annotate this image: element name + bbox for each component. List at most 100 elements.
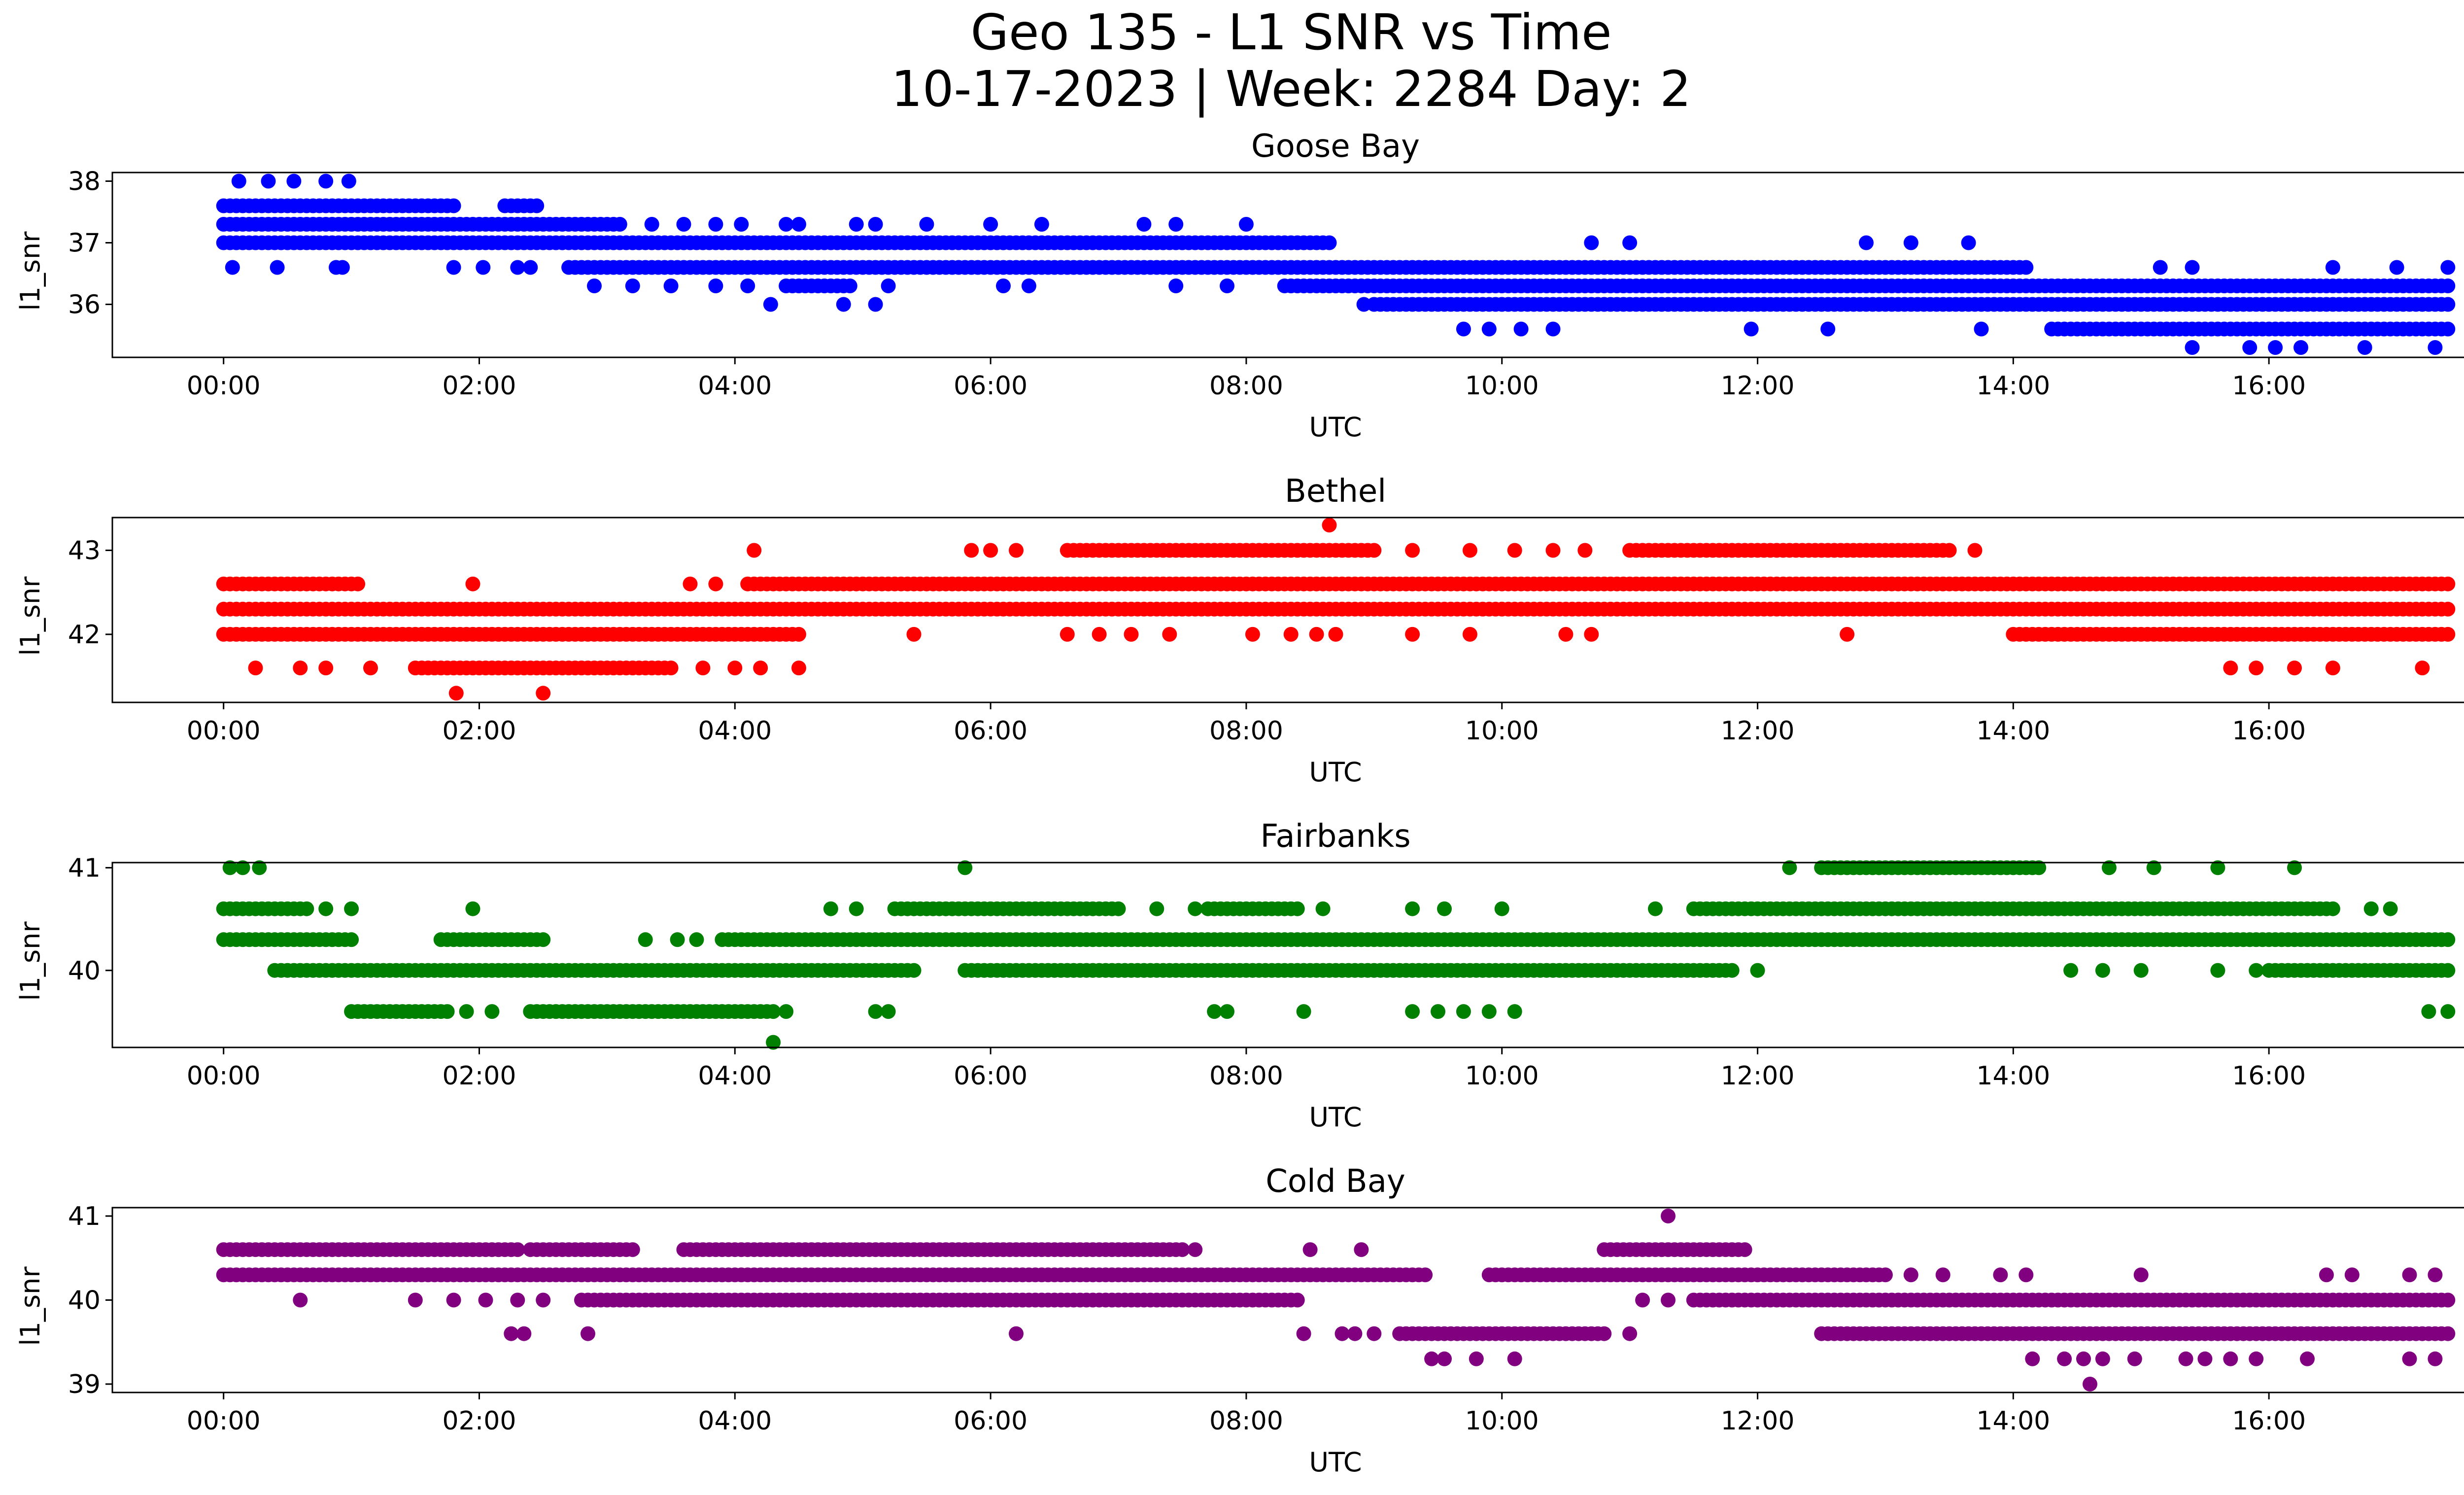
data-point [2095,1351,2110,1366]
data-point [510,1242,525,1257]
data-point [1175,1242,1190,1257]
data-point [1961,235,1976,250]
data-point [2344,1267,2360,1283]
data-point [1935,1267,1951,1283]
data-point [791,661,806,676]
data-point [465,901,480,916]
y-axis-label: l1_snr [15,921,46,1001]
data-point [663,661,679,676]
data-point [2440,278,2456,293]
x-tick-label: 08:00 [1209,716,1283,746]
data-point [1993,1267,2008,1283]
data-point [670,932,685,947]
y-axis-label: l1_snr [15,576,46,656]
data-point [2293,340,2308,355]
data-point [318,174,334,189]
data-point [1092,626,1107,642]
data-point [964,543,979,558]
data-point [1635,1292,1650,1308]
data-point [2440,601,2456,617]
data-point [478,1292,493,1308]
data-point [446,1292,461,1308]
data-point [906,626,922,642]
data-point [1034,217,1049,232]
data-point [849,901,864,916]
data-point [1290,901,1305,916]
data-point [536,932,551,947]
data-point [2325,901,2340,916]
x-axis-label: UTC [1309,757,1362,788]
data-point [1328,626,1343,642]
data-point [1782,860,1797,875]
data-point [791,217,806,232]
data-point [983,217,998,232]
data-point [459,1004,474,1019]
data-point [1354,1242,1369,1257]
figure-title-line2: 10-17-2023 | Week: 2284 Day: 2 [891,60,1691,118]
data-point [1405,626,1420,642]
data-point [516,1326,532,1341]
x-tick-label: 10:00 [1465,716,1539,746]
data-point [2242,340,2258,355]
data-point [779,1004,794,1019]
data-point [1903,1267,1918,1283]
y-tick-label: 43 [68,536,101,565]
data-point [293,1292,308,1308]
y-tick-label: 42 [68,620,101,650]
data-point [1456,321,1471,337]
data-point [766,1035,781,1050]
data-point [1437,1351,1452,1366]
data-point [1149,901,1164,916]
data-point [446,198,461,213]
data-point [663,278,679,293]
x-tick-label: 04:00 [698,716,772,746]
data-point [919,217,934,232]
x-tick-label: 02:00 [443,371,516,401]
y-tick-label: 41 [68,853,101,883]
x-tick-label: 06:00 [954,716,1027,746]
data-point [779,217,794,232]
data-point [261,174,276,189]
x-tick-label: 08:00 [1209,1061,1283,1091]
data-point [1942,543,1957,558]
data-point [2440,1004,2456,1019]
y-tick-label: 37 [68,229,101,258]
data-point [906,963,922,978]
data-point [1124,626,1139,642]
x-tick-label: 16:00 [2232,371,2306,401]
data-point [2440,321,2456,337]
y-tick-label: 41 [68,1202,101,1231]
data-point [2057,1351,2072,1366]
data-point [2383,901,2398,916]
subplot-title: Cold Bay [1266,1163,1405,1200]
data-point [1111,901,1126,916]
data-point [734,217,749,232]
data-point [753,661,768,676]
data-point [2031,860,2047,875]
data-point [335,260,350,275]
data-point [2249,1351,2264,1366]
data-point [1967,543,1983,558]
data-point [708,278,723,293]
data-point [2402,1267,2417,1283]
data-point [1136,217,1152,232]
data-point [581,1326,595,1341]
data-point [836,297,851,312]
data-point [1296,1326,1311,1341]
x-tick-label: 12:00 [1721,1406,1795,1436]
data-point [2185,340,2200,355]
data-point [2019,260,2034,275]
data-point [1750,963,1765,978]
data-point [344,932,359,947]
data-point [2223,661,2238,676]
plot-frame [111,862,2464,1048]
data-point [248,661,263,676]
x-tick-label: 06:00 [954,1061,1027,1091]
data-point [1162,626,1177,642]
data-point [2133,963,2149,978]
data-point [1545,321,1561,337]
data-point [2389,260,2404,275]
data-point [1724,963,1740,978]
data-point [2127,1351,2142,1366]
data-point [1060,626,1075,642]
